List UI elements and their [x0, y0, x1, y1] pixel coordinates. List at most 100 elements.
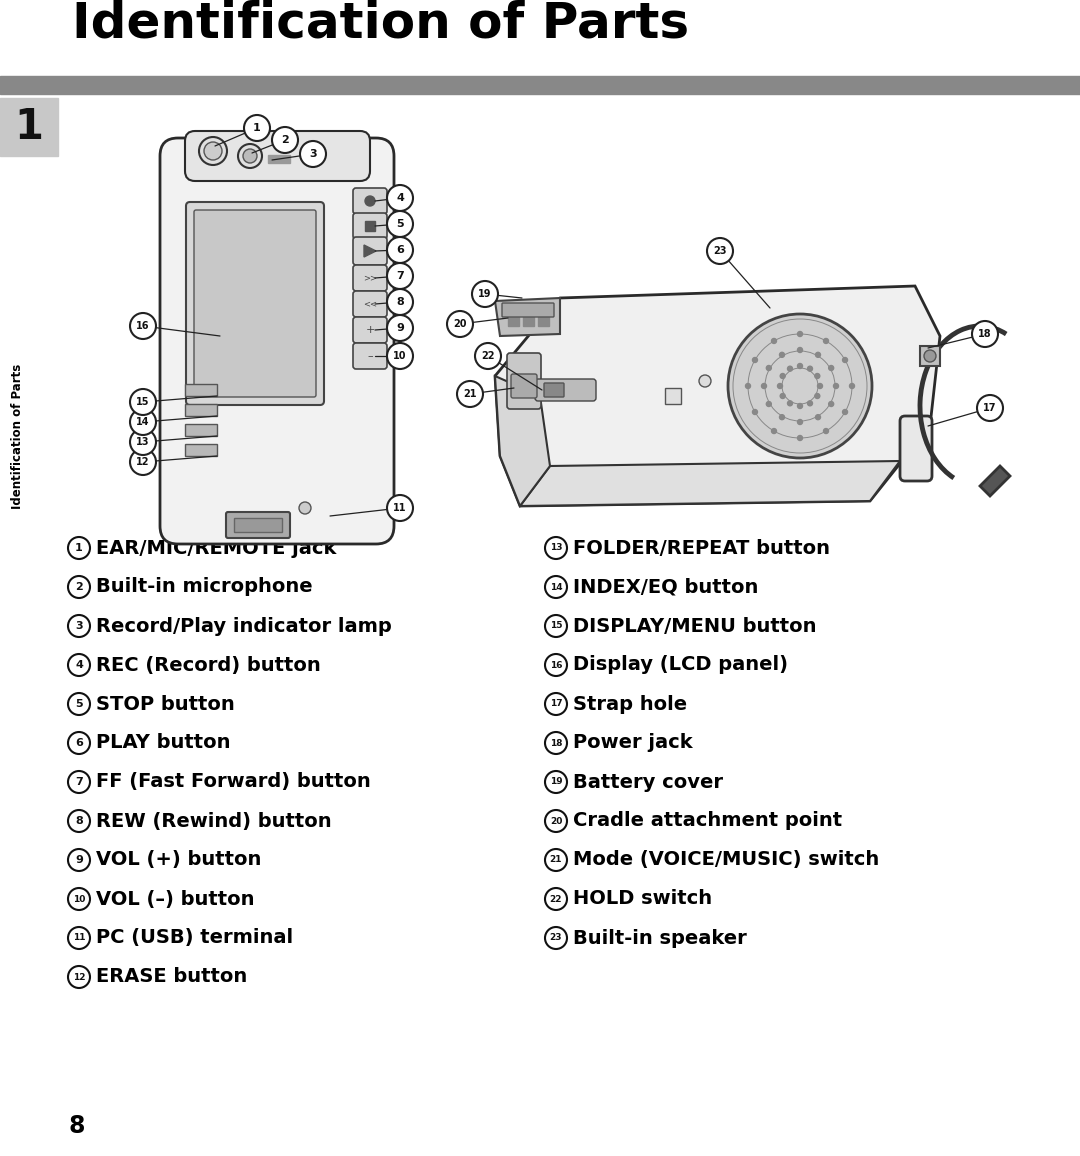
Text: STOP button: STOP button	[96, 695, 234, 713]
Text: +: +	[365, 325, 375, 335]
Text: 19: 19	[478, 289, 491, 299]
Text: 15: 15	[550, 622, 563, 630]
Circle shape	[780, 415, 784, 420]
Circle shape	[780, 393, 785, 399]
Circle shape	[130, 313, 156, 339]
Circle shape	[475, 343, 501, 369]
Circle shape	[924, 350, 936, 362]
Text: 14: 14	[136, 417, 150, 427]
Circle shape	[761, 384, 767, 388]
Polygon shape	[519, 461, 900, 506]
Text: HOLD switch: HOLD switch	[573, 889, 712, 909]
Circle shape	[199, 138, 227, 165]
Circle shape	[977, 395, 1003, 421]
FancyBboxPatch shape	[544, 383, 564, 397]
Circle shape	[299, 502, 311, 514]
Text: 4: 4	[396, 193, 404, 203]
Text: 13: 13	[550, 543, 563, 553]
Circle shape	[797, 332, 802, 336]
Text: 18: 18	[978, 329, 991, 339]
Bar	[538, 310, 549, 326]
Circle shape	[68, 654, 90, 676]
Circle shape	[68, 888, 90, 910]
Bar	[185, 444, 217, 455]
FancyBboxPatch shape	[353, 213, 387, 239]
Text: 22: 22	[550, 895, 563, 904]
Circle shape	[797, 363, 802, 369]
Circle shape	[771, 429, 777, 434]
Text: 3: 3	[76, 621, 83, 631]
Circle shape	[545, 849, 567, 870]
Text: 23: 23	[550, 934, 563, 942]
Text: 5: 5	[76, 699, 83, 709]
Bar	[665, 388, 681, 403]
FancyBboxPatch shape	[502, 303, 554, 317]
Circle shape	[272, 127, 298, 153]
Circle shape	[68, 927, 90, 949]
Text: Cradle attachment point: Cradle attachment point	[573, 812, 842, 830]
Circle shape	[767, 365, 771, 371]
Text: 22: 22	[482, 351, 495, 361]
Circle shape	[787, 366, 793, 371]
Text: 21: 21	[550, 855, 563, 865]
Circle shape	[842, 409, 848, 415]
Text: 9: 9	[396, 323, 404, 333]
Text: 12: 12	[72, 972, 85, 981]
Circle shape	[545, 654, 567, 676]
Circle shape	[545, 888, 567, 910]
Circle shape	[447, 311, 473, 338]
Text: 21: 21	[463, 390, 476, 399]
Bar	[185, 384, 217, 397]
Text: 11: 11	[393, 503, 407, 513]
Text: 10: 10	[393, 351, 407, 361]
Text: 16: 16	[136, 321, 150, 331]
Circle shape	[387, 343, 413, 369]
Text: 17: 17	[983, 403, 997, 413]
Text: Built-in microphone: Built-in microphone	[96, 578, 312, 596]
Circle shape	[244, 114, 270, 141]
Text: 5: 5	[396, 218, 404, 229]
FancyBboxPatch shape	[353, 237, 387, 265]
Text: Mode (VOICE/MUSIC) switch: Mode (VOICE/MUSIC) switch	[573, 851, 879, 869]
FancyBboxPatch shape	[507, 353, 541, 409]
Circle shape	[780, 373, 785, 378]
Circle shape	[545, 615, 567, 637]
Text: Built-in speaker: Built-in speaker	[573, 928, 746, 948]
Circle shape	[238, 144, 262, 168]
Text: 7: 7	[76, 777, 83, 787]
Circle shape	[130, 449, 156, 475]
Text: –: –	[367, 351, 373, 361]
Circle shape	[387, 264, 413, 289]
Text: 20: 20	[550, 816, 563, 825]
Text: Identification of Parts: Identification of Parts	[12, 363, 25, 509]
Text: 3: 3	[309, 149, 316, 160]
Circle shape	[545, 732, 567, 754]
Circle shape	[808, 366, 812, 371]
Circle shape	[130, 429, 156, 455]
Circle shape	[387, 237, 413, 264]
Circle shape	[68, 732, 90, 754]
Text: EAR/MIC/REMOTE jack: EAR/MIC/REMOTE jack	[96, 539, 336, 557]
Text: 8: 8	[76, 816, 83, 827]
Text: 8: 8	[396, 297, 404, 307]
Circle shape	[828, 365, 834, 371]
Text: 2: 2	[281, 135, 288, 144]
Circle shape	[745, 384, 751, 388]
Circle shape	[797, 348, 802, 353]
Circle shape	[842, 357, 848, 363]
Circle shape	[545, 538, 567, 560]
Text: 11: 11	[72, 934, 85, 942]
Text: 17: 17	[550, 699, 563, 709]
Circle shape	[365, 197, 375, 206]
Circle shape	[68, 849, 90, 870]
Bar	[0, 76, 1080, 94]
Circle shape	[545, 771, 567, 793]
Circle shape	[815, 353, 821, 357]
Text: <<: <<	[363, 299, 377, 309]
Bar	[234, 518, 282, 532]
Bar	[508, 310, 519, 326]
Circle shape	[68, 771, 90, 793]
Text: 14: 14	[550, 583, 563, 592]
Text: PC (USB) terminal: PC (USB) terminal	[96, 928, 293, 948]
Text: 13: 13	[136, 437, 150, 447]
